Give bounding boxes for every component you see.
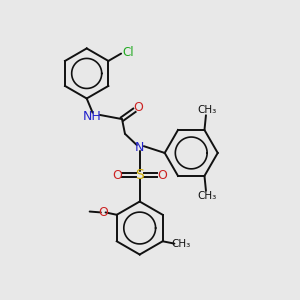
Text: O: O bbox=[98, 206, 108, 219]
Text: S: S bbox=[135, 168, 144, 182]
Text: O: O bbox=[158, 169, 167, 182]
Text: CH₃: CH₃ bbox=[172, 238, 191, 249]
Text: O: O bbox=[112, 169, 122, 182]
Text: NH: NH bbox=[83, 110, 102, 123]
Text: O: O bbox=[133, 101, 143, 114]
Text: CH₃: CH₃ bbox=[197, 105, 217, 115]
Text: CH₃: CH₃ bbox=[197, 191, 217, 201]
Text: N: N bbox=[135, 141, 144, 154]
Text: Cl: Cl bbox=[123, 46, 134, 59]
